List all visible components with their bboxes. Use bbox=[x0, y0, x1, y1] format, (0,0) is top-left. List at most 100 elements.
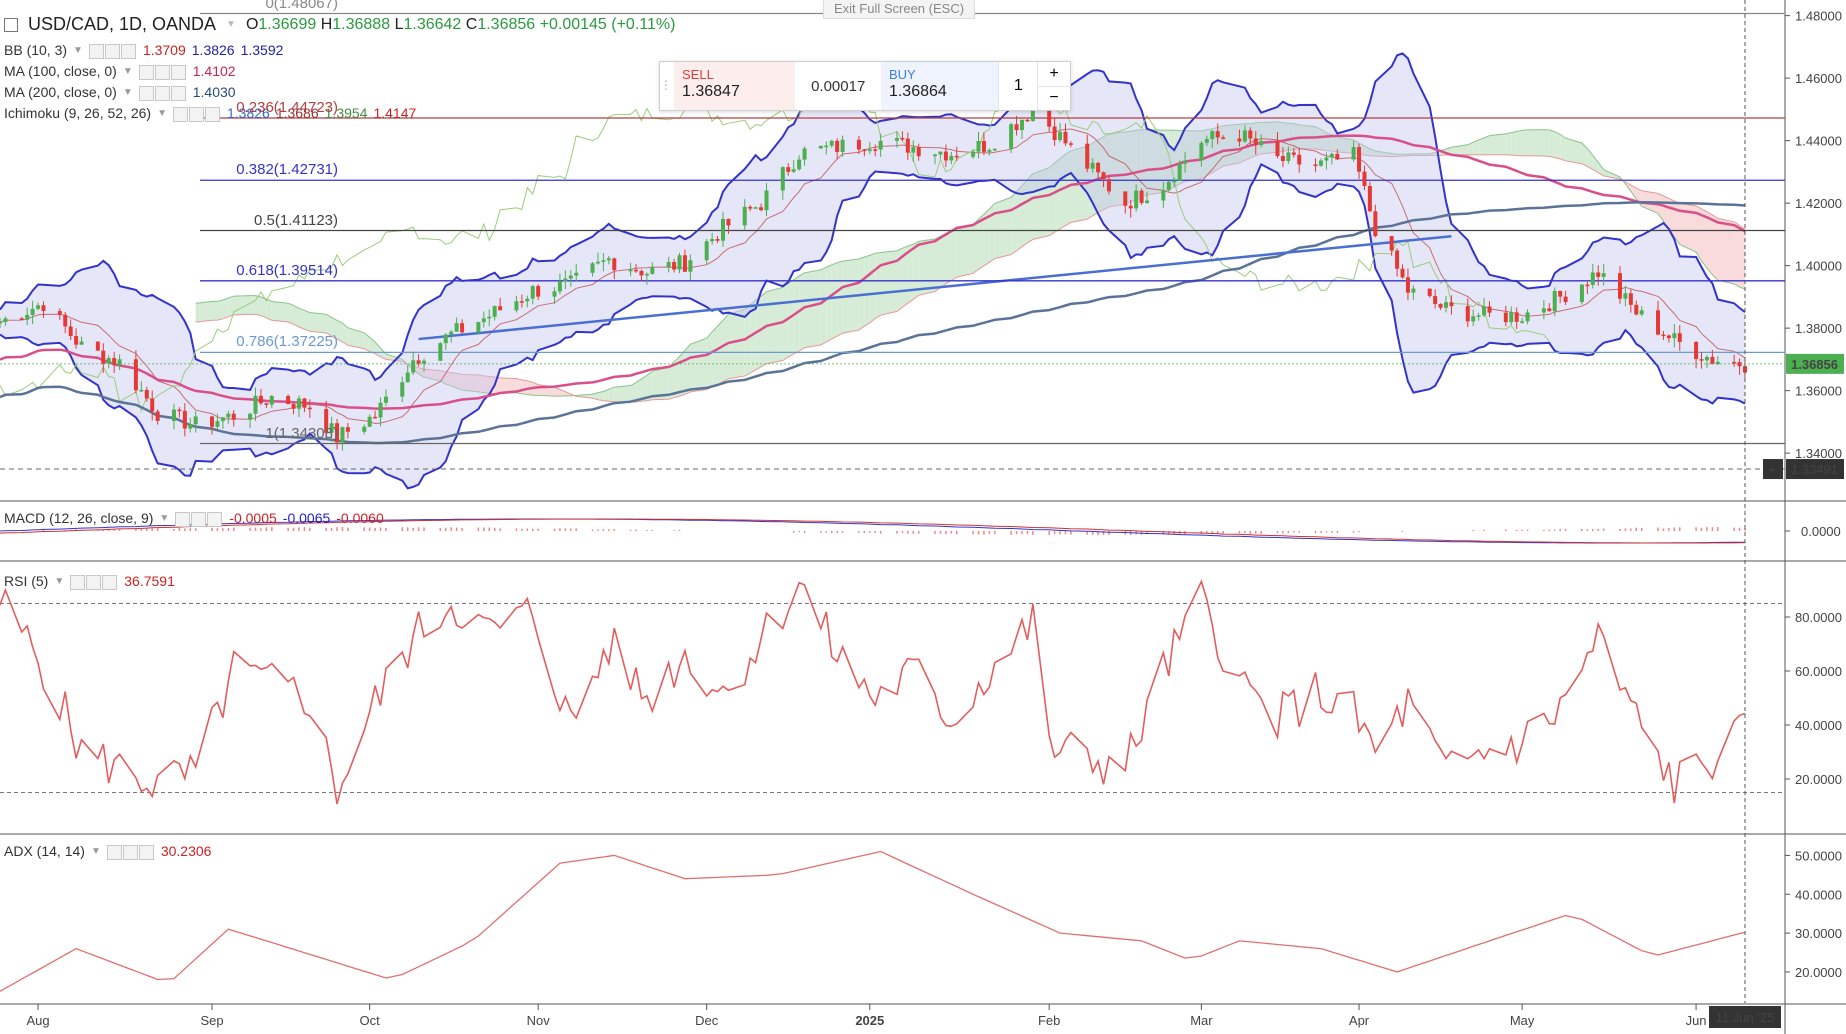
candle-body bbox=[1242, 130, 1247, 142]
current-price-label: 1.36856 bbox=[1791, 357, 1838, 372]
eye-icon[interactable] bbox=[172, 106, 188, 122]
candle-body bbox=[905, 138, 910, 153]
bollinger-upper-line bbox=[0, 52, 1746, 391]
ichimoku-cloud-segment bbox=[1679, 203, 1697, 253]
drag-handle-icon[interactable]: ⋮⋮ bbox=[660, 78, 684, 92]
chevron-down-icon[interactable]: ▼ bbox=[73, 44, 83, 56]
exit-fullscreen-button[interactable]: Exit Full Screen (ESC) bbox=[823, 0, 976, 19]
candle-body bbox=[1362, 171, 1367, 187]
indicator-tools[interactable] bbox=[106, 843, 155, 860]
time-axis-label: Oct bbox=[360, 1013, 381, 1028]
eye-icon[interactable] bbox=[106, 844, 122, 860]
candle-body bbox=[101, 350, 106, 364]
chevron-down-icon[interactable]: ▼ bbox=[226, 19, 236, 30]
close-icon[interactable] bbox=[102, 574, 118, 590]
candle-body bbox=[182, 410, 187, 429]
ichimoku-cloud-segment bbox=[1484, 135, 1490, 155]
candle-body bbox=[536, 286, 541, 297]
close-icon[interactable] bbox=[170, 85, 186, 101]
candle-body bbox=[329, 423, 334, 433]
ichimoku-cloud-segment bbox=[1712, 214, 1718, 281]
adx-legend[interactable]: ADX (14, 14) ▼ 30.2306 bbox=[4, 843, 211, 860]
eye-icon[interactable] bbox=[138, 85, 154, 101]
candle-body bbox=[1275, 141, 1280, 157]
gear-icon[interactable] bbox=[154, 64, 170, 80]
close-icon[interactable] bbox=[120, 43, 136, 59]
gear-icon[interactable] bbox=[86, 574, 102, 590]
buy-button[interactable]: BUY 1.36864 bbox=[880, 62, 999, 110]
ichimoku-cloud-segment bbox=[1473, 139, 1479, 155]
close-icon[interactable] bbox=[207, 511, 223, 527]
close-icon[interactable] bbox=[170, 64, 186, 80]
ichimoku-cloud-segment bbox=[837, 261, 843, 337]
eye-icon[interactable] bbox=[175, 511, 191, 527]
gear-icon[interactable] bbox=[104, 43, 120, 59]
minus-icon[interactable]: − bbox=[1038, 85, 1071, 111]
candle-body bbox=[95, 341, 100, 351]
gear-icon[interactable] bbox=[154, 85, 170, 101]
candle-body bbox=[400, 382, 405, 397]
indicator-legend-value: 1.3709 bbox=[142, 42, 186, 59]
ichimoku-cloud-segment bbox=[1696, 205, 1702, 261]
indicator-legend[interactable]: Ichimoku (9, 26, 52, 26) ▼ 1.3826 1.3686 1.3… bbox=[4, 105, 416, 122]
indicator-tools[interactable] bbox=[138, 63, 187, 80]
macd-legend-value: -0.0060 bbox=[336, 510, 384, 527]
gear-icon[interactable] bbox=[122, 844, 138, 860]
chevron-down-icon[interactable]: ▼ bbox=[90, 845, 101, 857]
sell-button[interactable]: SELL 1.36847 bbox=[674, 62, 796, 110]
price-tick-label: 1.48000 bbox=[1795, 9, 1842, 24]
fib-level-label: 0.5(1.41123) bbox=[254, 211, 338, 229]
ichimoku-cloud-segment bbox=[1739, 225, 1745, 290]
candle-body bbox=[422, 360, 427, 364]
ichimoku-cloud-segment bbox=[880, 250, 897, 316]
crosshair-price-label: 1.33491 bbox=[1791, 462, 1838, 477]
indicator-tools[interactable] bbox=[172, 105, 221, 122]
close-icon[interactable] bbox=[204, 106, 220, 122]
close-icon[interactable] bbox=[138, 844, 154, 860]
ichimoku-cloud-segment bbox=[1543, 129, 1550, 157]
plus-icon[interactable]: + bbox=[1049, 64, 1059, 82]
indicator-legend[interactable]: MA (100, close, 0) ▼ 1.4102 bbox=[4, 63, 236, 80]
candle-body bbox=[1030, 109, 1035, 122]
eye-icon[interactable] bbox=[138, 64, 154, 80]
buy-label: BUY bbox=[888, 67, 916, 82]
candle-body bbox=[1286, 152, 1291, 162]
candle-body bbox=[639, 270, 644, 276]
ichimoku-cloud-segment bbox=[1451, 144, 1468, 155]
ichimoku-cloud-segment bbox=[250, 295, 256, 315]
indicator-legend[interactable]: MA (200, close, 0) ▼ 1.4030 bbox=[4, 84, 236, 101]
ichimoku-cloud-segment bbox=[228, 296, 234, 317]
quantity-stepper[interactable]: + − bbox=[1037, 62, 1071, 111]
indicator-legend[interactable]: BB (10, 3) ▼ 1.3709 1.3826 1.3592 bbox=[4, 42, 283, 59]
candle-body bbox=[856, 139, 861, 150]
macd-legend[interactable]: MACD (12, 26, close, 9) ▼ -0.0005 -0.0065 -0… bbox=[4, 510, 384, 527]
candle-body bbox=[753, 207, 758, 209]
rsi-legend[interactable]: RSI (5) ▼ 36.7591 bbox=[4, 573, 175, 590]
chevron-down-icon[interactable]: ▼ bbox=[122, 65, 133, 77]
ichimoku-cloud-segment bbox=[636, 378, 642, 402]
candle-body bbox=[650, 267, 655, 274]
gear-icon[interactable] bbox=[188, 106, 204, 122]
indicator-tools[interactable] bbox=[175, 510, 223, 527]
candle-body bbox=[1672, 333, 1677, 339]
candle-body bbox=[1715, 361, 1720, 365]
chevron-down-icon[interactable]: ▼ bbox=[157, 107, 167, 119]
collapse-icon[interactable] bbox=[4, 17, 18, 32]
ichimoku-cloud-segment bbox=[418, 367, 425, 378]
gear-icon[interactable] bbox=[191, 511, 207, 527]
chevron-down-icon[interactable]: ▼ bbox=[122, 86, 133, 98]
ichimoku-cloud-segment bbox=[646, 371, 653, 401]
indicator-tools[interactable] bbox=[138, 84, 187, 101]
chevron-down-icon[interactable]: ▼ bbox=[54, 575, 65, 587]
eye-icon[interactable] bbox=[70, 574, 86, 590]
quantity-field[interactable]: 1 bbox=[998, 62, 1037, 110]
candle-body bbox=[1068, 143, 1073, 145]
eye-icon[interactable] bbox=[88, 43, 104, 59]
chevron-down-icon[interactable]: ▼ bbox=[159, 512, 170, 524]
candle-body bbox=[226, 413, 231, 418]
indicator-tools[interactable] bbox=[70, 573, 118, 590]
indicator-tools[interactable] bbox=[88, 42, 137, 59]
candle-body bbox=[628, 269, 633, 272]
close-label: C bbox=[465, 15, 478, 33]
